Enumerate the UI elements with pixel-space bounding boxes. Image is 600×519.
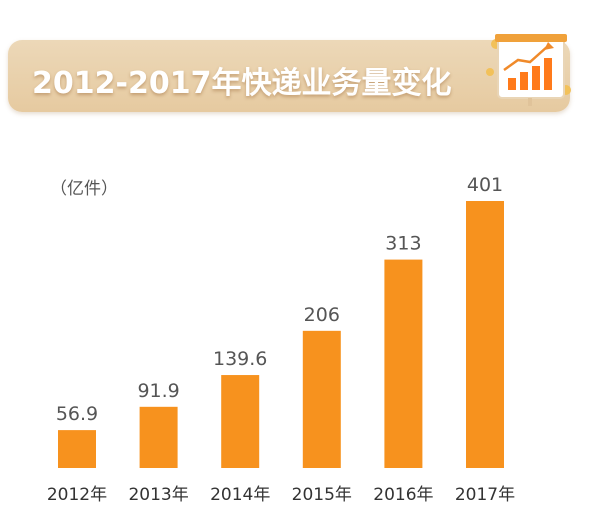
x-tick-label-1: 2013年 xyxy=(128,485,188,505)
x-tick-label-4: 2016年 xyxy=(373,485,433,505)
bar-value-label-4: 313 xyxy=(385,233,421,255)
bar-2 xyxy=(221,375,260,468)
x-tick-label-3: 2015年 xyxy=(292,485,352,505)
bar-value-label-3: 206 xyxy=(304,304,340,326)
x-tick-label-2: 2014年 xyxy=(210,485,270,505)
title-banner: 2012-2017年快递业务量变化 xyxy=(8,40,570,112)
bar-4 xyxy=(384,259,423,468)
bar-value-label-5: 401 xyxy=(467,174,503,196)
bar-value-label-2: 139.6 xyxy=(213,348,267,370)
x-tick-label-0: 2012年 xyxy=(47,485,107,505)
bar-value-label-1: 91.9 xyxy=(137,380,179,402)
x-tick-label-5: 2017年 xyxy=(455,485,515,505)
chart-title: 2012-2017年快递业务量变化 xyxy=(32,66,452,101)
unit-label: （亿件） xyxy=(50,179,118,199)
bar-5 xyxy=(466,201,504,468)
bar-1 xyxy=(139,406,178,468)
rising-bar-chart-board-icon xyxy=(486,34,571,106)
bar-3 xyxy=(302,330,341,468)
bar-0 xyxy=(58,430,96,468)
bar-value-label-0: 56.9 xyxy=(56,403,98,425)
